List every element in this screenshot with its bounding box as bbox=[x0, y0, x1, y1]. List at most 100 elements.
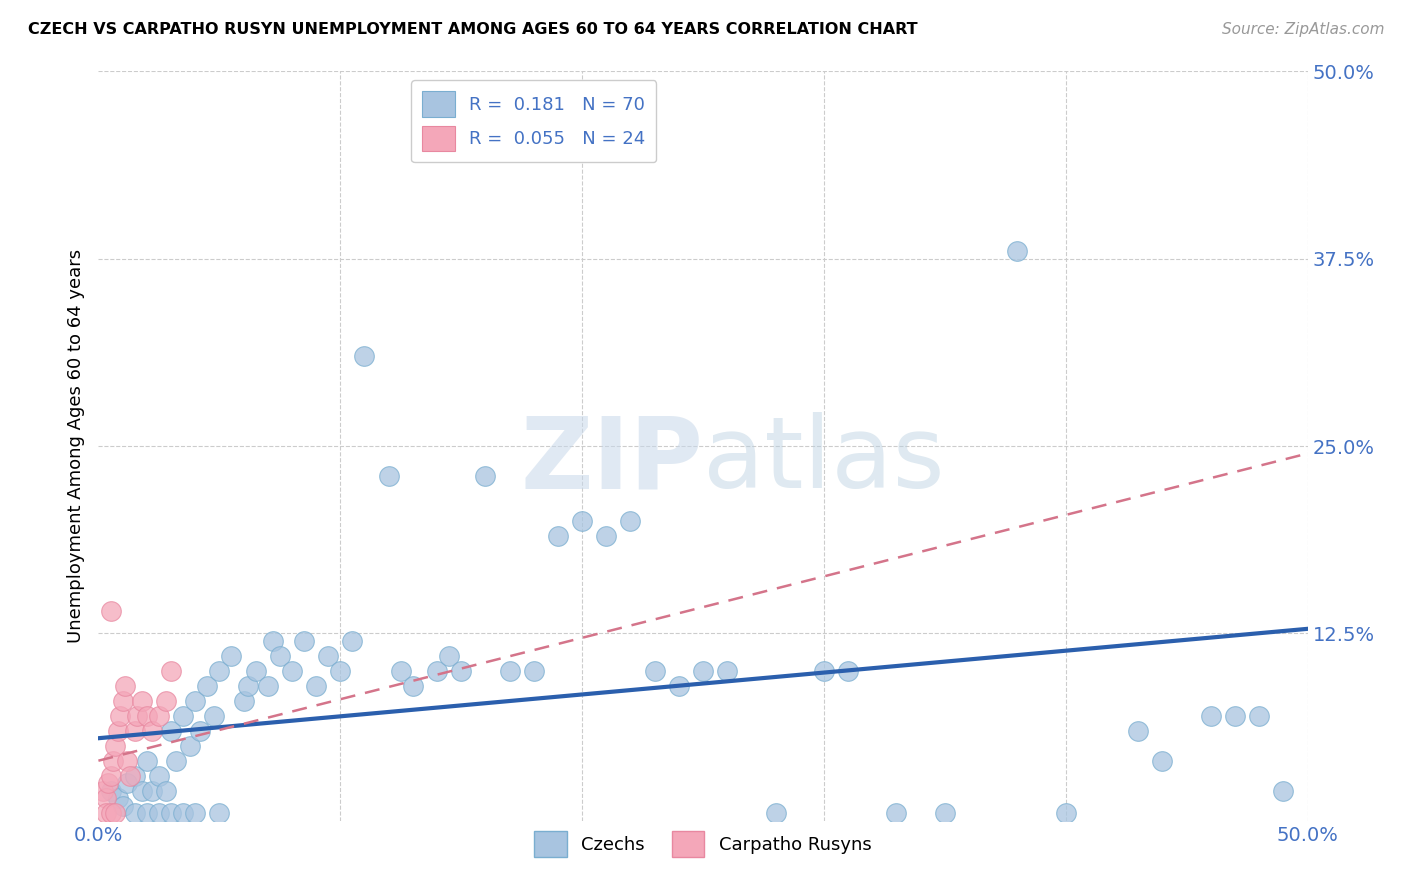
Carpatho Rusyns bbox=[100, 806, 122, 821]
Czechs bbox=[179, 739, 201, 753]
Czechs bbox=[426, 664, 449, 678]
Czechs bbox=[547, 529, 569, 543]
Czechs bbox=[1007, 244, 1029, 259]
Text: CZECH VS CARPATHO RUSYN UNEMPLOYMENT AMONG AGES 60 TO 64 YEARS CORRELATION CHART: CZECH VS CARPATHO RUSYN UNEMPLOYMENT AMO… bbox=[28, 22, 918, 37]
Czechs bbox=[437, 648, 460, 663]
Czechs bbox=[1128, 723, 1150, 738]
Carpatho Rusyns bbox=[94, 806, 117, 821]
Czechs bbox=[474, 469, 496, 483]
Text: Source: ZipAtlas.com: Source: ZipAtlas.com bbox=[1222, 22, 1385, 37]
Text: ZIP: ZIP bbox=[520, 412, 703, 509]
Czechs bbox=[256, 679, 278, 693]
Czechs bbox=[208, 806, 231, 821]
Carpatho Rusyns bbox=[135, 708, 157, 723]
Carpatho Rusyns bbox=[104, 806, 127, 821]
Czechs bbox=[107, 791, 129, 805]
Y-axis label: Unemployment Among Ages 60 to 64 years: Unemployment Among Ages 60 to 64 years bbox=[66, 249, 84, 643]
Czechs bbox=[692, 664, 714, 678]
Carpatho Rusyns bbox=[100, 769, 122, 783]
Czechs bbox=[619, 514, 641, 528]
Czechs bbox=[148, 806, 170, 821]
Carpatho Rusyns bbox=[127, 708, 149, 723]
Carpatho Rusyns bbox=[155, 694, 177, 708]
Czechs bbox=[316, 648, 339, 663]
Czechs bbox=[402, 679, 425, 693]
Carpatho Rusyns bbox=[97, 776, 120, 790]
Carpatho Rusyns bbox=[91, 783, 114, 797]
Czechs bbox=[1272, 783, 1295, 797]
Czechs bbox=[238, 679, 260, 693]
Carpatho Rusyns bbox=[111, 694, 134, 708]
Czechs bbox=[124, 806, 146, 821]
Czechs bbox=[644, 664, 666, 678]
Czechs bbox=[1054, 806, 1077, 821]
Legend: Czechs, Carpatho Rusyns: Czechs, Carpatho Rusyns bbox=[527, 824, 879, 864]
Czechs bbox=[160, 806, 183, 821]
Czechs bbox=[292, 633, 315, 648]
Czechs bbox=[389, 664, 412, 678]
Czechs bbox=[450, 664, 472, 678]
Czechs bbox=[160, 723, 183, 738]
Czechs bbox=[1249, 708, 1271, 723]
Czechs bbox=[245, 664, 267, 678]
Czechs bbox=[221, 648, 243, 663]
Czechs bbox=[716, 664, 738, 678]
Czechs bbox=[1223, 708, 1246, 723]
Czechs bbox=[837, 664, 859, 678]
Czechs bbox=[595, 529, 617, 543]
Czechs bbox=[208, 664, 231, 678]
Carpatho Rusyns bbox=[131, 694, 153, 708]
Czechs bbox=[195, 679, 218, 693]
Czechs bbox=[329, 664, 352, 678]
Czechs bbox=[117, 776, 139, 790]
Czechs bbox=[377, 469, 399, 483]
Carpatho Rusyns bbox=[94, 791, 117, 805]
Czechs bbox=[135, 806, 157, 821]
Czechs bbox=[184, 806, 207, 821]
Czechs bbox=[1152, 754, 1174, 768]
Carpatho Rusyns bbox=[118, 769, 141, 783]
Carpatho Rusyns bbox=[141, 723, 163, 738]
Czechs bbox=[184, 694, 207, 708]
Czechs bbox=[813, 664, 835, 678]
Carpatho Rusyns bbox=[117, 754, 139, 768]
Czechs bbox=[165, 754, 187, 768]
Carpatho Rusyns bbox=[124, 723, 146, 738]
Czechs bbox=[124, 769, 146, 783]
Czechs bbox=[148, 769, 170, 783]
Czechs bbox=[269, 648, 291, 663]
Carpatho Rusyns bbox=[108, 708, 131, 723]
Czechs bbox=[281, 664, 304, 678]
Czechs bbox=[305, 679, 328, 693]
Czechs bbox=[765, 806, 787, 821]
Czechs bbox=[342, 633, 364, 648]
Czechs bbox=[934, 806, 956, 821]
Czechs bbox=[1199, 708, 1222, 723]
Czechs bbox=[172, 806, 194, 821]
Czechs bbox=[353, 349, 375, 363]
Czechs bbox=[111, 798, 134, 813]
Czechs bbox=[523, 664, 546, 678]
Carpatho Rusyns bbox=[107, 723, 129, 738]
Czechs bbox=[262, 633, 284, 648]
Czechs bbox=[204, 708, 226, 723]
Carpatho Rusyns bbox=[100, 604, 122, 618]
Carpatho Rusyns bbox=[104, 739, 127, 753]
Text: atlas: atlas bbox=[703, 412, 945, 509]
Czechs bbox=[188, 723, 211, 738]
Carpatho Rusyns bbox=[148, 708, 170, 723]
Czechs bbox=[135, 754, 157, 768]
Czechs bbox=[155, 783, 177, 797]
Czechs bbox=[131, 783, 153, 797]
Czechs bbox=[100, 783, 122, 797]
Czechs bbox=[668, 679, 690, 693]
Czechs bbox=[571, 514, 593, 528]
Czechs bbox=[232, 694, 254, 708]
Czechs bbox=[172, 708, 194, 723]
Carpatho Rusyns bbox=[160, 664, 183, 678]
Carpatho Rusyns bbox=[114, 679, 136, 693]
Carpatho Rusyns bbox=[101, 754, 124, 768]
Czechs bbox=[141, 783, 163, 797]
Czechs bbox=[886, 806, 908, 821]
Czechs bbox=[498, 664, 520, 678]
